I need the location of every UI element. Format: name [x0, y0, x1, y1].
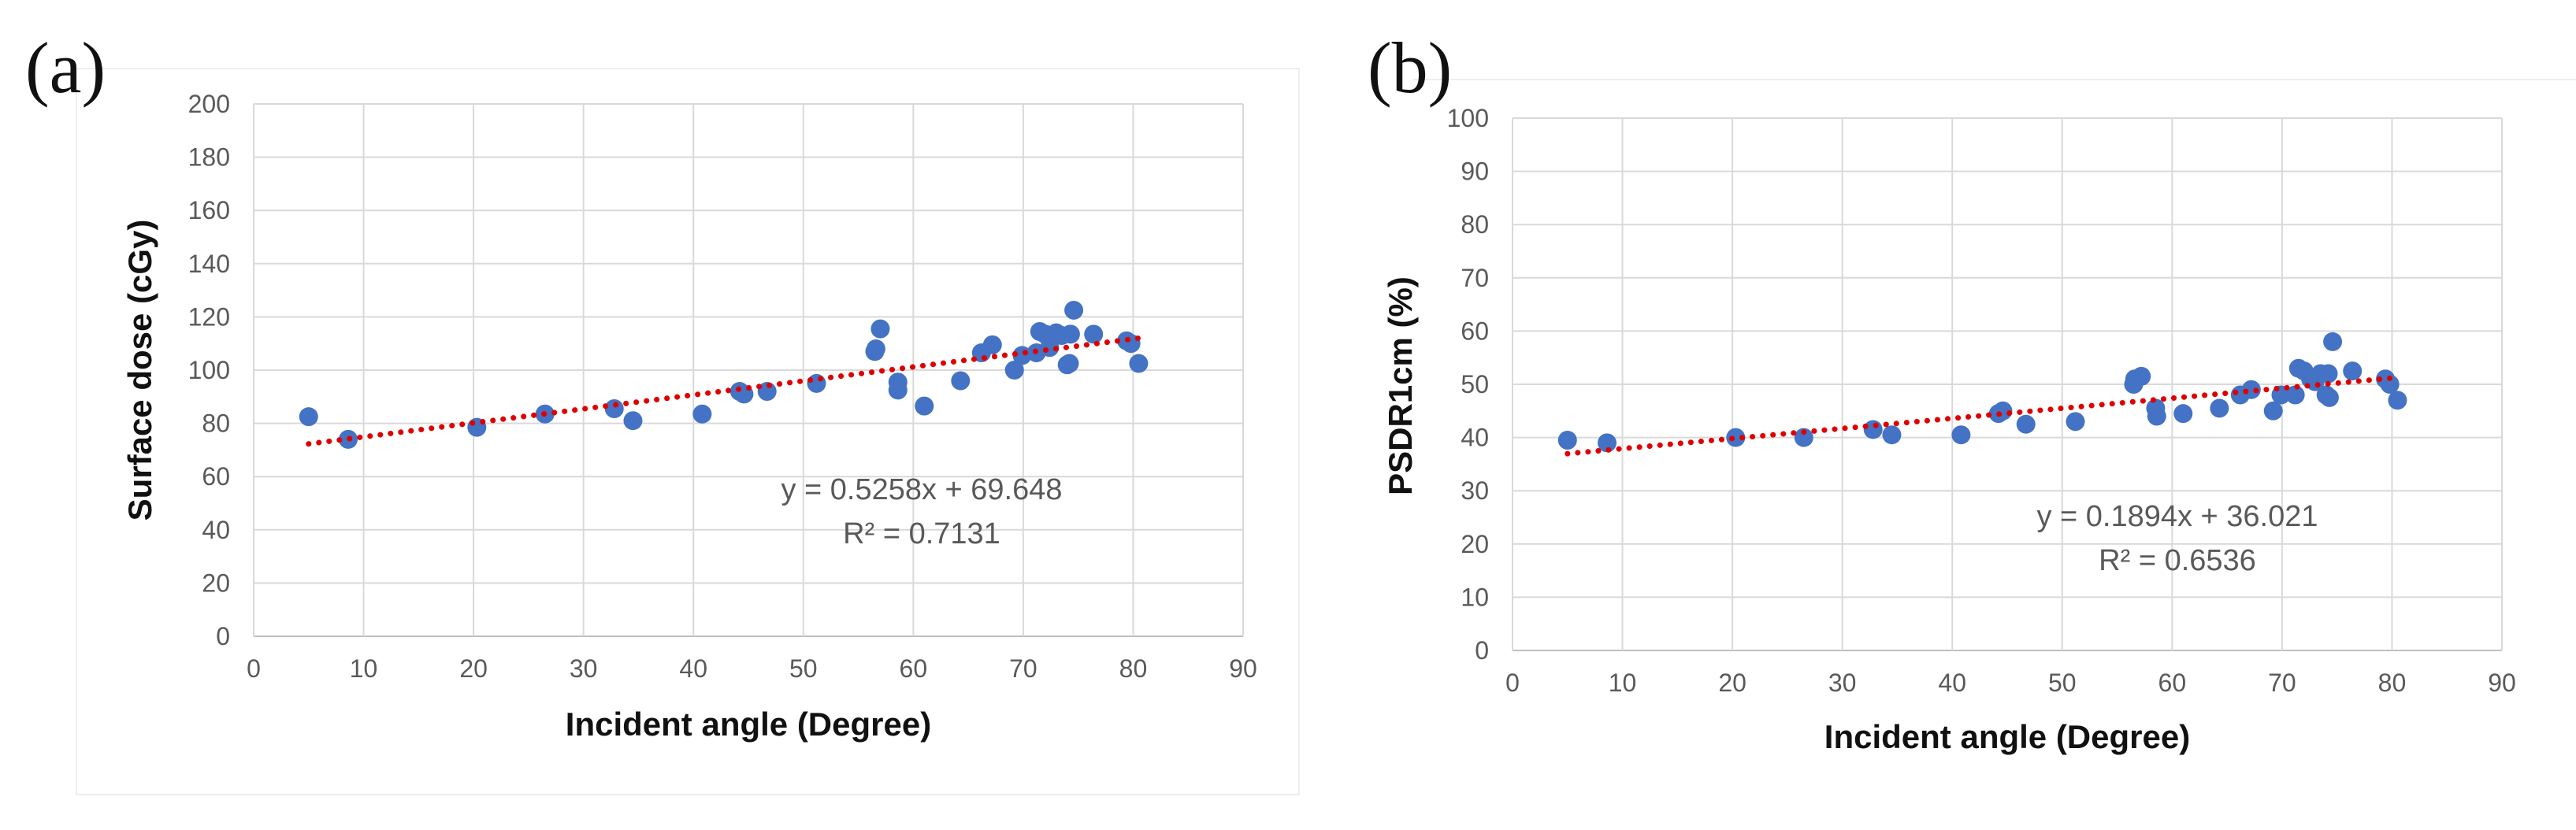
x-tick-label: 60 — [900, 654, 928, 683]
x-tick-label: 60 — [2158, 669, 2187, 697]
data-point — [982, 335, 1002, 354]
data-point — [866, 339, 885, 358]
data-point — [2388, 391, 2407, 410]
panel-label-b: (b) — [1368, 28, 1453, 108]
data-point — [2210, 398, 2229, 418]
data-point — [915, 396, 934, 416]
data-point — [1064, 300, 1084, 320]
data-point — [299, 407, 318, 427]
trendline-equation: y = 0.5258x + 69.648 — [781, 473, 1062, 506]
y-tick-label: 70 — [1461, 264, 1489, 292]
x-tick-label: 50 — [789, 654, 818, 683]
chart-panel-b: (b) 0 10 20 30 40 50 60 70 80 90 100 0 10 20 30 40 50 60 7… — [1300, 0, 2576, 830]
x-axis-title: Incident angle (Degree) — [566, 706, 931, 743]
data-point — [807, 373, 826, 393]
y-tick-label: 0 — [216, 622, 230, 650]
y-tick-label: 80 — [202, 409, 230, 438]
y-tick-label: 140 — [188, 250, 230, 278]
y-tick-label: 0 — [1475, 636, 1489, 665]
r-squared-label: R² = 0.6536 — [2099, 544, 2256, 577]
data-point — [2263, 401, 2283, 421]
data-point — [888, 380, 908, 400]
y-tick-label: 100 — [188, 356, 230, 384]
y-tick-label: 40 — [1461, 424, 1489, 452]
data-point — [1951, 425, 1971, 445]
data-point — [604, 399, 624, 419]
trendline — [306, 335, 1141, 447]
data-point — [623, 411, 643, 431]
data-point — [1129, 354, 1149, 373]
data-point — [1794, 428, 1813, 447]
chart-area-a — [76, 68, 1300, 795]
data-point — [1882, 425, 1902, 445]
y-tick-label: 80 — [1461, 210, 1489, 239]
x-tick-label: 40 — [1938, 669, 1966, 697]
y-axis-title: Surface dose (cGy) — [121, 220, 158, 521]
x-tick-label: 20 — [1718, 669, 1746, 697]
y-tick-label: 180 — [188, 143, 230, 172]
x-tick-label: 80 — [2378, 669, 2407, 697]
y-tick-label: 20 — [202, 569, 230, 597]
data-point — [1726, 428, 1746, 447]
y-axis-title: PSDR1cm (%) — [1382, 276, 1419, 495]
data-point — [2016, 414, 2036, 434]
y-tick-label: 160 — [188, 196, 230, 224]
data-point — [2173, 404, 2193, 424]
trendline-equation: y = 0.1894x + 36.021 — [2036, 500, 2318, 533]
data-point — [1004, 361, 1024, 380]
data-point — [2380, 375, 2400, 394]
data-point — [2132, 366, 2151, 386]
y-tick-label: 30 — [1461, 476, 1489, 505]
x-tick-label: 80 — [1119, 654, 1148, 683]
scatter-plot-a: 0 20 40 60 80 100 120 140 160 180 200 0 10 20 30 40 50 60… — [121, 90, 1257, 743]
x-tick-label: 30 — [570, 654, 598, 683]
x-tick-label: 10 — [1609, 669, 1637, 697]
x-tick-label: 50 — [2048, 669, 2077, 697]
data-point — [2318, 364, 2338, 384]
data-point — [2285, 385, 2305, 405]
data-point — [1863, 420, 1883, 439]
data-point — [1084, 324, 1104, 344]
y-tick-label: 90 — [1461, 157, 1489, 186]
data-point — [1557, 430, 1577, 450]
y-tick-label: 50 — [1461, 370, 1489, 398]
x-axis-title: Incident angle (Degree) — [1824, 718, 2190, 755]
data-point — [1060, 324, 1080, 344]
y-tick-label: 40 — [202, 516, 230, 544]
data-point — [2147, 406, 2166, 426]
data-point — [2323, 332, 2343, 351]
x-tick-label: 90 — [2488, 669, 2516, 697]
data-point — [2319, 387, 2339, 407]
y-tick-label: 200 — [188, 90, 230, 118]
chart-panel-a: (a) 0 20 40 60 80 100 120 140 160 180 200 0 10 20 30 40… — [25, 28, 1300, 795]
x-tick-label: 70 — [1009, 654, 1037, 683]
data-point — [2066, 412, 2085, 432]
data-point — [870, 319, 890, 339]
x-tick-label: 30 — [1828, 669, 1857, 697]
y-tick-label: 60 — [202, 462, 230, 491]
y-tick-label: 20 — [1461, 530, 1489, 558]
data-point — [692, 404, 712, 424]
r-squared-label: R² = 0.7131 — [843, 517, 1000, 550]
x-tick-label: 20 — [459, 654, 488, 683]
x-tick-label: 0 — [1505, 669, 1520, 697]
data-point — [951, 371, 971, 391]
x-tick-label: 10 — [350, 654, 378, 683]
x-tick-label: 40 — [679, 654, 707, 683]
data-point — [2343, 361, 2363, 381]
x-tick-label: 90 — [1229, 654, 1257, 683]
panel-label-a: (a) — [25, 28, 106, 108]
scatter-plot-b: 0 10 20 30 40 50 60 70 80 90 100 0 10 20 30 40 50 60 70 80 9… — [1382, 104, 2516, 755]
x-tick-label: 0 — [247, 654, 261, 683]
y-tick-label: 10 — [1461, 583, 1489, 611]
y-tick-label: 120 — [188, 302, 230, 331]
data-point — [1060, 354, 1079, 373]
y-tick-label: 60 — [1461, 317, 1489, 345]
x-tick-label: 70 — [2268, 669, 2296, 697]
data-point — [757, 382, 777, 402]
data-point — [2241, 380, 2261, 399]
data-point — [1598, 433, 1617, 453]
y-tick-label: 100 — [1447, 104, 1489, 132]
